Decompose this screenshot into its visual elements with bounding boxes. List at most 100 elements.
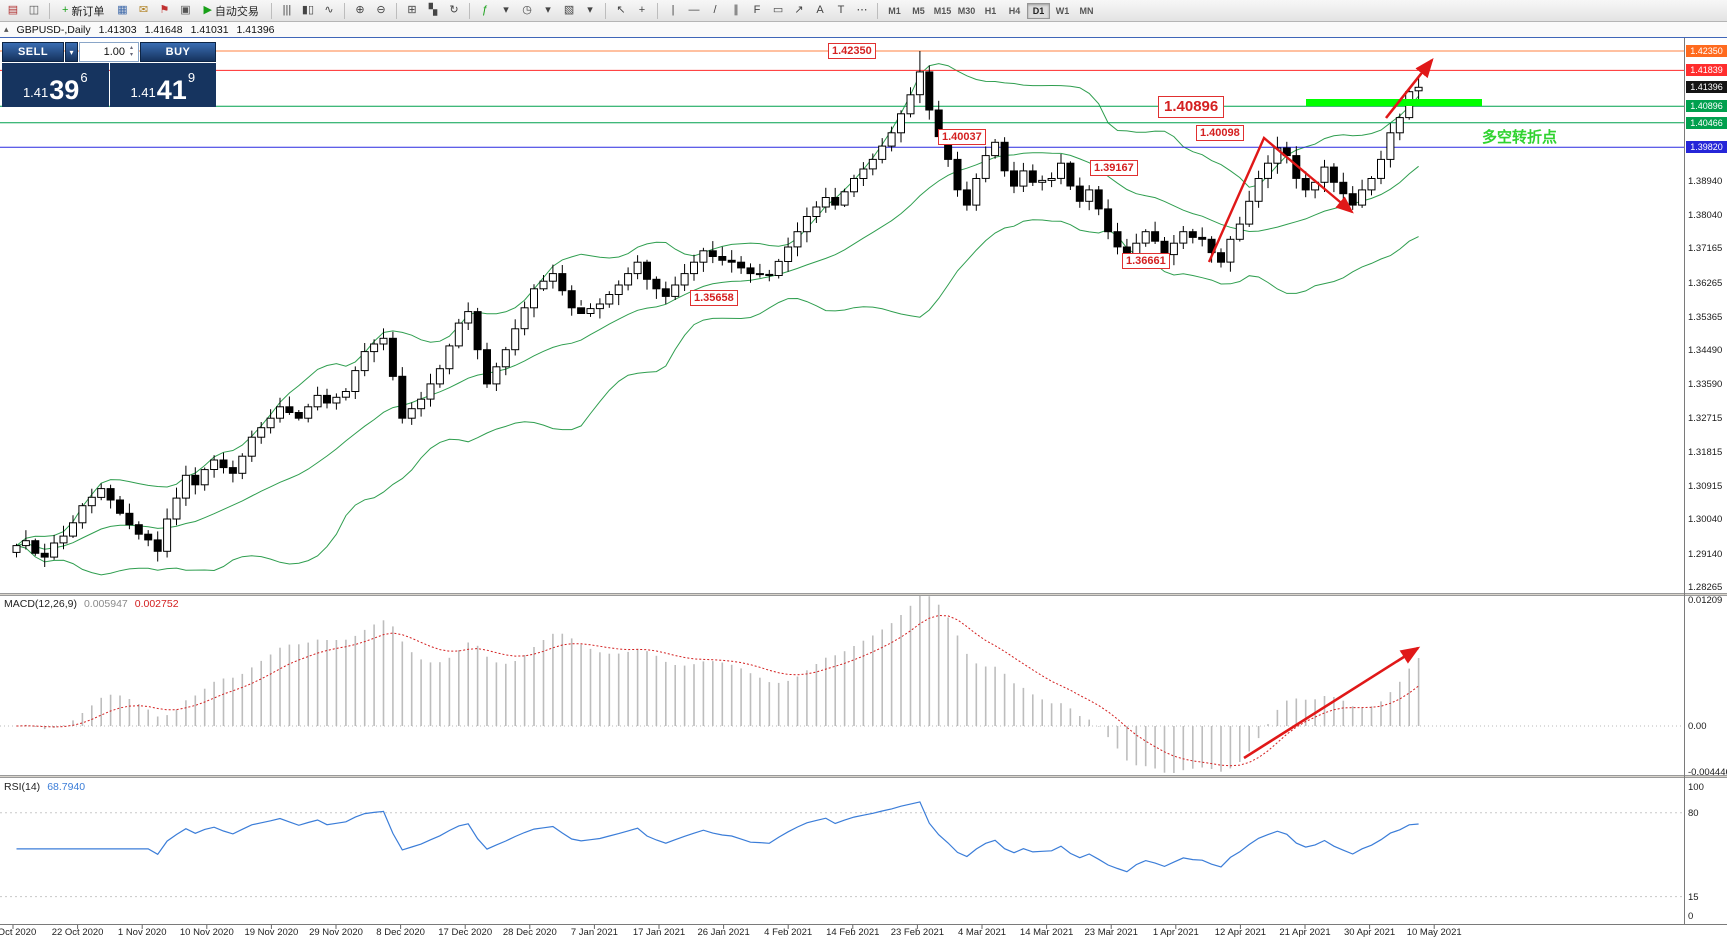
price-scale[interactable]: 1.42350 1.41839 1.41396 1.40896 1.40466 1.398… xyxy=(1684,38,1727,924)
time-label-5: 29 Nov 2020 xyxy=(309,927,363,938)
bar-chart-icon[interactable]: ||| xyxy=(277,2,297,20)
tile-windows-icon[interactable]: ⊞ xyxy=(402,2,422,20)
crosshair-icon-glyph: + xyxy=(638,4,646,16)
sell-options-dropdown[interactable]: ▾ xyxy=(65,42,78,62)
price-badge-1.42350: 1.42350 xyxy=(1686,45,1727,57)
candlestick-chart-icon[interactable]: ▮▯ xyxy=(298,2,318,20)
timeframe-h4[interactable]: H4 xyxy=(1003,3,1026,19)
timeframe-m5[interactable]: M5 xyxy=(907,3,930,19)
navigator-icon[interactable]: ⚑ xyxy=(154,2,174,20)
trendline-icon[interactable]: / xyxy=(705,2,725,20)
horizontal-level-lines[interactable] xyxy=(0,50,1684,148)
templates-dropdown-glyph: ▾ xyxy=(587,4,593,16)
market-watch-icon-glyph: ✉ xyxy=(138,4,149,16)
candles xyxy=(12,51,1423,567)
buy-price-display[interactable]: 1.41 41 9 xyxy=(109,63,216,107)
price-callout-1.40037[interactable]: 1.40037 xyxy=(938,129,986,145)
profiles-icon[interactable]: ◫ xyxy=(24,2,44,20)
text-icon[interactable]: A xyxy=(810,2,830,20)
price-callout-1.40098[interactable]: 1.40098 xyxy=(1196,125,1244,141)
indicators-dropdown[interactable]: ▾ xyxy=(496,2,516,20)
time-label-8: 28 Dec 2020 xyxy=(502,927,557,938)
templates-icon-glyph: ▧ xyxy=(563,4,575,16)
ohlc-open: 1.41303 xyxy=(98,23,137,36)
price-label-1.34490: 1.34490 xyxy=(1688,345,1723,357)
time-axis[interactable]: 8 Oct 2020 22 Oct 2020 1 Nov 2020 10 Nov 20… xyxy=(0,925,1684,938)
chart-title-bar[interactable]: ▴ GBPUSD-,Daily 1.41303 1.41648 1.41031 … xyxy=(0,22,1727,38)
support-zone-highlight[interactable] xyxy=(1306,99,1482,106)
terminal-icon-glyph: ▣ xyxy=(180,4,191,16)
timeframe-m15[interactable]: M15 xyxy=(931,3,954,19)
refresh-icon[interactable]: ↻ xyxy=(444,2,464,20)
timeframe-m30[interactable]: M30 xyxy=(955,3,978,19)
autotrading-button[interactable]: ▶ 自动交易 xyxy=(196,2,265,20)
volume-input[interactable]: 1.00 ▴ ▾ xyxy=(79,42,139,62)
zoom-in-icon[interactable]: ⊕ xyxy=(350,2,370,20)
crosshair-icon[interactable]: + xyxy=(632,2,652,20)
toolbar-separator xyxy=(344,2,346,19)
timeframe-m1[interactable]: M1 xyxy=(883,3,906,19)
fibonacci-icon-glyph: F xyxy=(753,4,761,16)
fibonacci-icon[interactable]: F xyxy=(747,2,767,20)
indicators-dropdown-glyph: ▾ xyxy=(503,4,509,16)
price-callout-1.40896[interactable]: 1.40896 xyxy=(1158,96,1225,118)
more-tools-icon[interactable]: ⋯ xyxy=(852,2,872,20)
time-label-11: 26 Jan 2021 xyxy=(697,927,750,938)
macd-scale-label-0.01209: 0.01209 xyxy=(1688,595,1723,607)
time-label-18: 1 Apr 2021 xyxy=(1152,927,1199,938)
note-text[interactable]: 多空转折点 xyxy=(1482,129,1558,146)
new-chart-icon[interactable]: ▤ xyxy=(3,2,23,20)
price-callout-1.36661[interactable]: 1.36661 xyxy=(1122,253,1170,269)
arrow-object-icon[interactable]: ↗ xyxy=(789,2,809,20)
breakout-arrow[interactable] xyxy=(1384,57,1434,119)
new-order-button-label: 新订单 xyxy=(71,5,105,18)
vertical-line-icon[interactable]: | xyxy=(663,2,683,20)
templates-icon[interactable]: ▧ xyxy=(559,2,579,20)
chart-window-icon[interactable]: ▦ xyxy=(112,2,132,20)
time-label-20: 21 Apr 2021 xyxy=(1279,927,1331,938)
time-axis-ticks xyxy=(12,925,1435,929)
panel-splitter[interactable] xyxy=(0,775,1727,778)
horizontal-line-icon[interactable]: — xyxy=(684,2,704,20)
price-callout-1.35658[interactable]: 1.35658 xyxy=(690,290,738,306)
panel-splitter[interactable] xyxy=(0,593,1727,596)
timeframe-d1[interactable]: D1 xyxy=(1027,2,1051,19)
volume-spinner[interactable]: ▴ ▾ xyxy=(126,43,137,61)
zigzag-trend-arrow[interactable] xyxy=(1207,136,1354,263)
channel-icon[interactable]: ∥ xyxy=(726,2,746,20)
price-callout-1.42350[interactable]: 1.42350 xyxy=(828,43,876,59)
shapes-icon[interactable]: ▭ xyxy=(768,2,788,20)
one-click-trading-panel: SELL ▾ 1.00 ▴ ▾ BUY 1.41 39 6 1.41 41 xyxy=(2,42,216,107)
time-label-2: 1 Nov 2020 xyxy=(117,927,167,938)
new-order-button[interactable]: + 新订单 xyxy=(55,2,111,20)
timeframe-h1[interactable]: H1 xyxy=(979,3,1002,19)
auto-arrange-icon[interactable]: ▚ xyxy=(423,2,443,20)
cursor-icon[interactable]: ↖ xyxy=(611,2,631,20)
timeframe-w1[interactable]: W1 xyxy=(1051,3,1074,19)
buy-button[interactable]: BUY xyxy=(140,42,216,62)
price-badge-1.39820: 1.39820 xyxy=(1686,141,1727,154)
sell-price-fraction: 6 xyxy=(80,70,88,85)
chevron-down-icon: ▾ xyxy=(69,47,74,57)
zoom-out-icon-glyph: ⊖ xyxy=(376,4,386,16)
market-watch-icon[interactable]: ✉ xyxy=(133,2,153,20)
sell-price-display[interactable]: 1.41 39 6 xyxy=(2,63,109,107)
zoom-out-icon[interactable]: ⊖ xyxy=(371,2,391,20)
price-callout-1.39167[interactable]: 1.39167 xyxy=(1090,160,1138,176)
line-chart-icon[interactable]: ∿ xyxy=(319,2,339,20)
terminal-icon[interactable]: ▣ xyxy=(175,2,195,20)
templates-dropdown[interactable]: ▾ xyxy=(580,2,600,20)
text-label-icon[interactable]: T xyxy=(831,2,851,20)
sell-price-pips: 39 xyxy=(49,75,80,106)
periods-dropdown[interactable]: ▾ xyxy=(538,2,558,20)
buy-price-fraction: 9 xyxy=(187,70,196,85)
timeframe-mn[interactable]: MN xyxy=(1075,3,1098,19)
periods-icon[interactable]: ◷ xyxy=(517,2,537,20)
sell-button[interactable]: SELL xyxy=(2,42,64,62)
macd-trend-arrow[interactable] xyxy=(1243,646,1421,760)
indicators-icon[interactable]: ƒ xyxy=(475,2,495,20)
chart-list-icon[interactable]: ▴ xyxy=(4,24,9,34)
toolbar-separator xyxy=(270,2,272,19)
